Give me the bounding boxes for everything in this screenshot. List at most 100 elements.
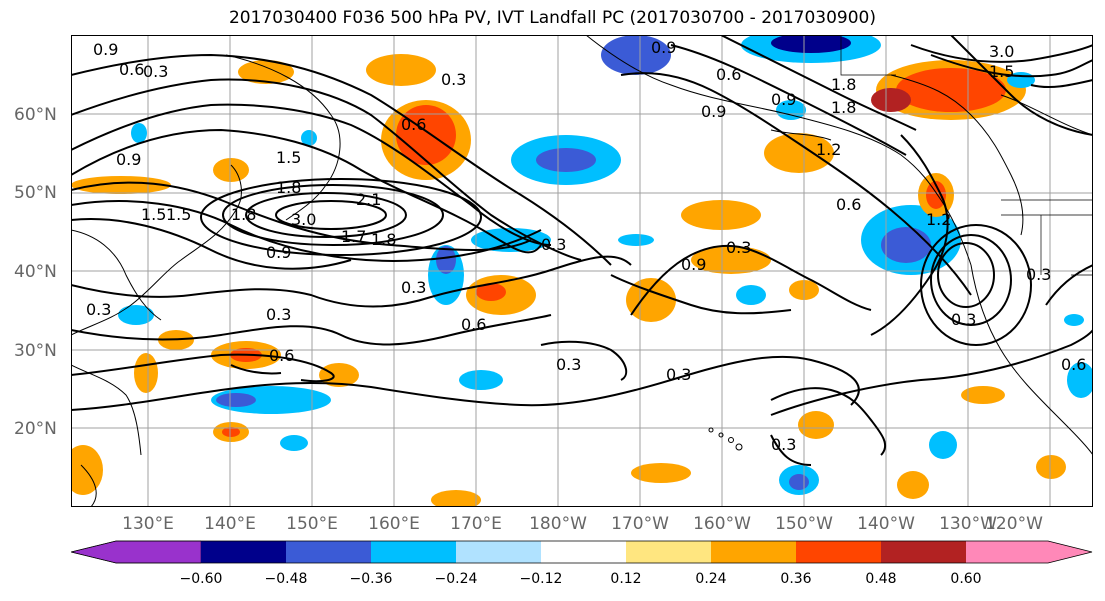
- contour-label: 0.3: [726, 238, 751, 257]
- colorbar-segment: [626, 541, 711, 563]
- lon-label: 140°W: [857, 514, 915, 534]
- pv-contour: [720, 35, 917, 131]
- contour-label: 1.5: [166, 205, 191, 224]
- colorbar-tick-label: −0.48: [264, 571, 308, 587]
- contour-label: 1.2: [816, 140, 841, 159]
- pv-contour: [1030, 79, 1093, 89]
- colorbar-tick-label: −0.24: [434, 571, 478, 587]
- lat-label: 50°N: [14, 183, 57, 203]
- contour-label: 0.3: [951, 310, 976, 329]
- colorbar-segment: [286, 541, 371, 563]
- contour-label: 0.3: [441, 70, 466, 89]
- pv-contour: [71, 355, 860, 411]
- map-title: 2017030400 F036 500 hPa PV, IVT Landfall…: [228, 8, 876, 28]
- pv-contour: [200, 178, 482, 256]
- contour-label: 3.0: [989, 42, 1014, 61]
- contour-label: 1.7: [341, 227, 366, 246]
- contour-label: 1.8: [231, 205, 256, 224]
- pv-contour: [71, 103, 552, 246]
- lon-label: 150°E: [286, 514, 338, 534]
- positive-anomaly-blob: [626, 278, 676, 322]
- positive-anomaly-blob: [238, 60, 294, 84]
- contour-label: 0.6: [836, 195, 861, 214]
- positive-anomaly-blob: [897, 471, 929, 499]
- colorbar-tick-label: 0.36: [780, 571, 812, 587]
- pv-contour: [71, 200, 542, 262]
- pv-contour: [71, 255, 632, 308]
- positive-anomaly-blob: [681, 200, 761, 230]
- contour-label: 0.9: [266, 243, 291, 262]
- pv-contour: [71, 353, 335, 383]
- negative-anomaly-blob: [1067, 362, 1093, 398]
- contour-label: 0.3: [556, 355, 581, 374]
- contour-label: 0.9: [116, 150, 141, 169]
- colorbar-segment: [881, 541, 966, 563]
- negative-anomaly-blob: [618, 234, 654, 246]
- country-border: [840, 35, 896, 76]
- lon-label: 180°W: [529, 514, 587, 534]
- colorbar-tick-label: 0.60: [950, 571, 982, 587]
- coastline: [770, 129, 832, 141]
- pv-contour: [630, 244, 872, 316]
- pv-contour: [937, 242, 995, 308]
- contour-label: 0.9: [93, 40, 118, 59]
- contour-label: 2.1: [356, 190, 381, 209]
- lon-label: 130°W: [939, 514, 997, 534]
- colorbar-extend-low: [71, 540, 202, 564]
- coastline: [1000, 94, 1093, 136]
- pv-contour: [71, 53, 612, 266]
- pv-contour: [245, 192, 407, 238]
- negative-anomaly-blob: [459, 370, 503, 390]
- positive-anomaly-blob: [764, 133, 834, 173]
- pv-contour: [770, 387, 887, 456]
- positive-anomaly-blob: [71, 445, 103, 495]
- coastline: [585, 35, 972, 266]
- negative-anomaly-blob: [131, 123, 147, 143]
- colorbar-outline: [71, 540, 1093, 564]
- pv-contour: [930, 54, 1093, 78]
- contour-label: 1.8: [371, 230, 396, 249]
- positive-anomaly-blob: [476, 283, 506, 301]
- positive-anomaly-blob: [319, 363, 359, 387]
- negative-anomaly-blob: [601, 35, 671, 75]
- positive-anomaly-blob: [431, 490, 481, 507]
- island: [708, 427, 714, 433]
- colorbar-tick-label: −0.36: [349, 571, 393, 587]
- pv-contour: [620, 72, 972, 296]
- negative-anomaly-blob: [1064, 314, 1084, 326]
- positive-anomaly-blob: [1036, 455, 1066, 479]
- pv-contour: [275, 200, 387, 230]
- lon-label: 150°W: [775, 514, 833, 534]
- contour-labels: 0.9 0.6 0.3 0.3 0.9 0.6 0.9 1.5 1.5 1.8 …: [86, 38, 1086, 454]
- pv-contours: [71, 35, 1093, 466]
- pv-contour: [920, 224, 1032, 346]
- pv-contour: [71, 314, 552, 346]
- contour-label: 1.8: [831, 75, 856, 94]
- contour-label: 1.8: [831, 98, 856, 117]
- coastline: [890, 74, 1024, 236]
- contour-label: 1.8: [276, 178, 301, 197]
- negative-anomaly-blob: [881, 227, 931, 263]
- island: [728, 437, 734, 443]
- pv-contour: [1045, 264, 1093, 306]
- colorbar-segment: [371, 541, 456, 563]
- pv-contour: [910, 44, 1093, 63]
- contour-label: 1.5: [989, 62, 1014, 81]
- lon-label: 140°E: [204, 514, 256, 534]
- positive-anomaly-blob: [691, 246, 771, 274]
- contour-label: 0.3: [266, 305, 291, 324]
- contour-label: 0.6: [716, 65, 741, 84]
- pv-contour: [950, 35, 1093, 136]
- pv-contour: [770, 329, 1093, 416]
- positive-anomaly-blob: [222, 427, 240, 437]
- lon-label: 120°W: [985, 514, 1043, 534]
- island: [735, 443, 743, 451]
- lon-label: 160°E: [368, 514, 420, 534]
- lon-label: 170°W: [611, 514, 669, 534]
- contour-label: 0.3: [86, 300, 111, 319]
- contour-label: 1.5: [141, 205, 166, 224]
- coastline: [970, 264, 1093, 456]
- negative-anomaly-blob: [118, 305, 154, 325]
- negative-anomaly-blob: [789, 474, 809, 490]
- colorbar-segment: [541, 541, 626, 563]
